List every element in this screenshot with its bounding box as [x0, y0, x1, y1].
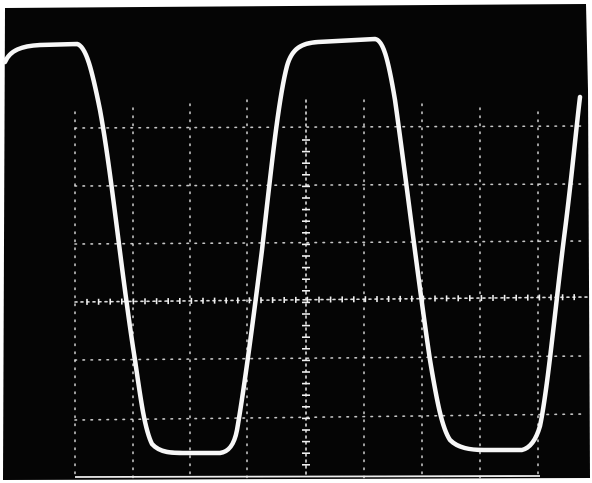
- graticule-center-horizontal-axis: [74, 296, 591, 303]
- graticule-bottom-edge: [74, 475, 541, 478]
- graticule-hline: [74, 125, 587, 129]
- graticule-horizontal-lines: [74, 125, 587, 421]
- graticule-vertical-lines: [74, 99, 539, 479]
- graticule-center-minor-ticks: [86, 139, 576, 466]
- graticule-hline: [74, 183, 587, 187]
- graticule-hline: [74, 355, 587, 361]
- waveform-trace: [2, 36, 583, 456]
- scope-screen: [3, 4, 590, 480]
- graticule: [74, 99, 591, 479]
- graticule-hline: [74, 413, 587, 421]
- graticule-hline: [74, 240, 587, 245]
